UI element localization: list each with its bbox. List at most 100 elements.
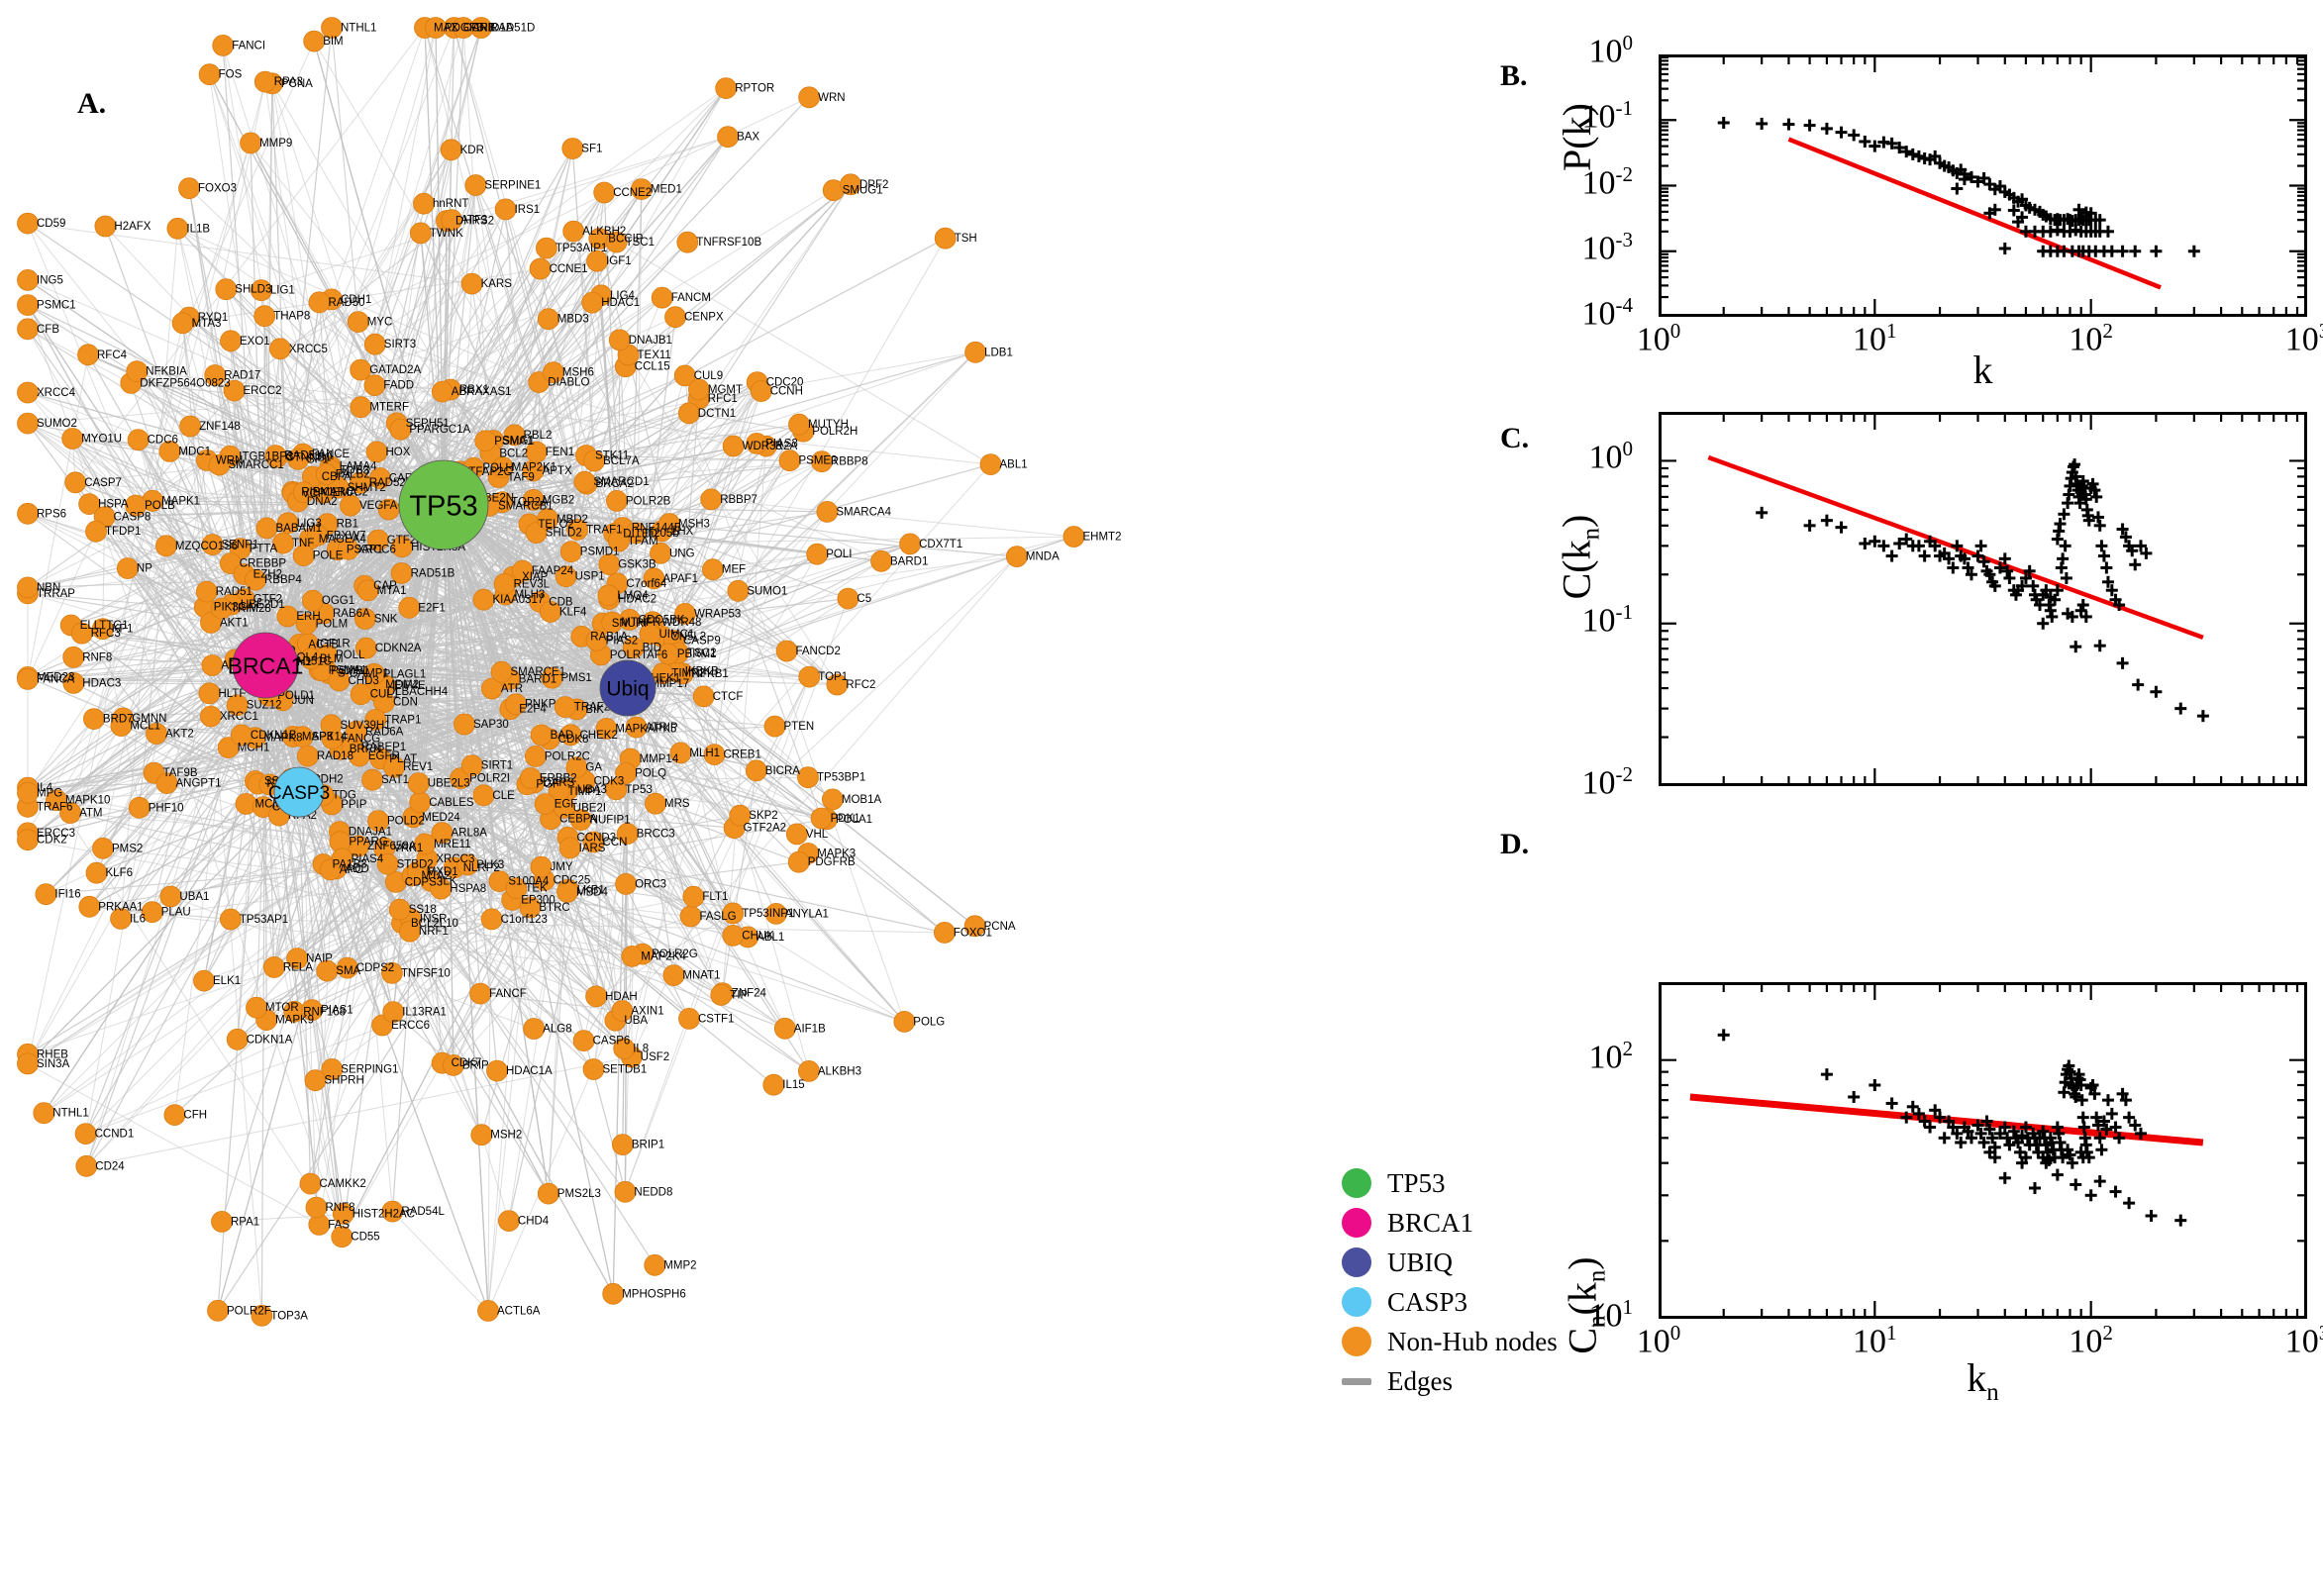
- network-node[interactable]: [340, 494, 361, 517]
- network-node[interactable]: [520, 767, 542, 789]
- network-node[interactable]: [700, 488, 723, 511]
- network-node[interactable]: [664, 306, 686, 329]
- network-node[interactable]: [979, 453, 1002, 476]
- network-node[interactable]: [810, 807, 833, 830]
- network-node[interactable]: [296, 745, 319, 767]
- network-node[interactable]: [128, 796, 151, 819]
- network-node[interactable]: [17, 502, 39, 525]
- network-node[interactable]: [785, 823, 808, 846]
- network-node[interactable]: [62, 646, 85, 668]
- network-node[interactable]: [729, 804, 752, 827]
- network-node[interactable]: [35, 883, 57, 906]
- network-node[interactable]: [746, 432, 768, 454]
- network-node[interactable]: [470, 1124, 493, 1147]
- network-node[interactable]: [316, 644, 338, 666]
- network-node[interactable]: [692, 685, 715, 708]
- network-node[interactable]: [85, 861, 108, 884]
- network-node[interactable]: [562, 220, 585, 243]
- network-node[interactable]: [669, 742, 692, 764]
- network-node[interactable]: [110, 908, 132, 930]
- network-node[interactable]: [615, 762, 637, 784]
- network-node[interactable]: [287, 448, 309, 470]
- network-node[interactable]: [413, 192, 435, 215]
- network-node[interactable]: [398, 596, 421, 619]
- network-node[interactable]: [245, 568, 266, 591]
- network-node[interactable]: [17, 318, 39, 341]
- network-node[interactable]: [253, 70, 276, 93]
- hub-node-tp53[interactable]: [398, 459, 489, 550]
- network-node[interactable]: [679, 905, 702, 928]
- network-node[interactable]: [346, 720, 367, 743]
- network-node[interactable]: [70, 622, 93, 645]
- network-node[interactable]: [64, 471, 87, 494]
- network-node[interactable]: [614, 1180, 637, 1203]
- network-node[interactable]: [595, 718, 618, 740]
- network-node[interactable]: [230, 724, 252, 747]
- network-node[interactable]: [472, 588, 495, 611]
- network-node[interactable]: [380, 961, 403, 984]
- network-node[interactable]: [276, 512, 299, 535]
- network-node[interactable]: [503, 424, 526, 447]
- network-node[interactable]: [722, 902, 745, 925]
- network-node[interactable]: [204, 364, 227, 386]
- network-node[interactable]: [276, 605, 299, 628]
- network-node[interactable]: [622, 637, 645, 659]
- network-node[interactable]: [255, 517, 278, 540]
- network-node[interactable]: [519, 896, 542, 919]
- network-node[interactable]: [83, 708, 105, 730]
- network-node[interactable]: [559, 541, 582, 563]
- network-node[interactable]: [837, 587, 859, 610]
- network-node[interactable]: [787, 850, 810, 873]
- network-node[interactable]: [110, 715, 133, 737]
- network-node[interactable]: [469, 982, 492, 1005]
- network-node[interactable]: [46, 789, 67, 812]
- network-node[interactable]: [798, 86, 820, 109]
- network-node[interactable]: [775, 640, 798, 662]
- network-node[interactable]: [534, 793, 556, 815]
- network-node[interactable]: [286, 948, 309, 969]
- network-node[interactable]: [605, 231, 628, 253]
- network-node[interactable]: [363, 374, 386, 397]
- network-node[interactable]: [558, 837, 581, 859]
- network-node[interactable]: [171, 312, 194, 335]
- network-node[interactable]: [441, 209, 463, 232]
- network-node[interactable]: [78, 493, 100, 516]
- network-node[interactable]: [454, 713, 475, 736]
- network-node[interactable]: [798, 1060, 820, 1082]
- network-node[interactable]: [464, 174, 487, 196]
- network-node[interactable]: [826, 673, 849, 696]
- network-node[interactable]: [717, 126, 739, 149]
- network-node[interactable]: [763, 715, 786, 738]
- network-node[interactable]: [491, 456, 514, 479]
- network-node[interactable]: [350, 683, 372, 706]
- network-node[interactable]: [350, 358, 372, 381]
- network-node[interactable]: [430, 877, 453, 900]
- network-node[interactable]: [154, 535, 177, 557]
- network-node[interactable]: [316, 959, 339, 982]
- network-node[interactable]: [295, 613, 318, 635]
- network-node[interactable]: [250, 279, 272, 302]
- network-node[interactable]: [198, 682, 221, 705]
- network-node[interactable]: [226, 694, 249, 717]
- network-node[interactable]: [523, 1018, 546, 1040]
- hub-node-casp3[interactable]: [273, 766, 325, 818]
- network-node[interactable]: [292, 545, 315, 566]
- network-node[interactable]: [407, 772, 430, 794]
- network-node[interactable]: [798, 665, 821, 688]
- network-node[interactable]: [639, 623, 661, 646]
- network-node[interactable]: [198, 63, 221, 86]
- network-node[interactable]: [480, 677, 503, 700]
- network-node[interactable]: [541, 666, 563, 689]
- network-node[interactable]: [657, 643, 679, 665]
- network-node[interactable]: [17, 268, 39, 291]
- network-node[interactable]: [582, 1058, 605, 1080]
- network-node[interactable]: [366, 529, 389, 551]
- network-node[interactable]: [715, 77, 738, 99]
- network-node[interactable]: [512, 559, 534, 582]
- network-node[interactable]: [361, 768, 384, 791]
- network-node[interactable]: [816, 501, 839, 523]
- network-node[interactable]: [601, 611, 624, 634]
- network-node[interactable]: [525, 441, 548, 463]
- network-node[interactable]: [493, 572, 516, 595]
- network-node[interactable]: [536, 237, 557, 259]
